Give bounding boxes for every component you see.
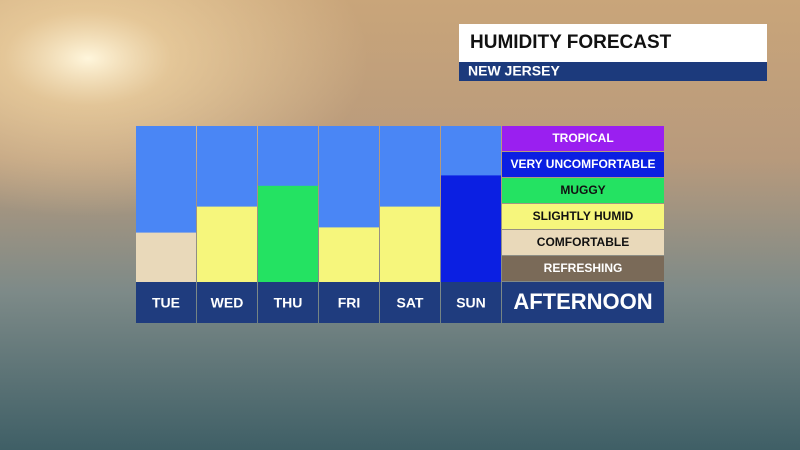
x-tick-label: TUE xyxy=(152,295,180,311)
legend-swatch xyxy=(502,204,664,229)
legend-label: TROPICAL xyxy=(552,131,613,145)
bar xyxy=(197,206,257,282)
subtitle-box xyxy=(459,62,767,81)
legend-swatch xyxy=(502,230,664,255)
period-label: AFTERNOON xyxy=(513,289,652,314)
bar xyxy=(380,206,440,282)
x-tick-label: WED xyxy=(211,295,244,311)
day-box xyxy=(197,282,257,323)
bar xyxy=(441,175,501,282)
legend-label: MUGGY xyxy=(560,183,605,197)
day-box xyxy=(258,282,318,323)
day-box xyxy=(319,282,379,323)
chart-title: HUMIDITY FORECAST xyxy=(470,32,672,53)
legend-swatch xyxy=(502,152,664,177)
period-box xyxy=(502,282,664,323)
title-box xyxy=(459,24,767,62)
legend-swatch xyxy=(502,256,664,281)
legend-swatch xyxy=(502,178,664,203)
x-tick-label: THU xyxy=(274,295,303,311)
x-tick-label: SUN xyxy=(456,295,486,311)
legend-label: VERY UNCOMFORTABLE xyxy=(510,157,655,171)
legend-label: REFRESHING xyxy=(544,261,623,275)
x-tick-label: FRI xyxy=(338,295,361,311)
bar xyxy=(136,232,196,282)
day-box xyxy=(380,282,440,323)
legend-swatch xyxy=(502,126,664,151)
bar xyxy=(319,227,379,282)
bar xyxy=(258,185,318,282)
day-box xyxy=(441,282,501,323)
legend-label: SLIGHTLY HUMID xyxy=(533,209,634,223)
chart-subtitle: NEW JERSEY xyxy=(468,63,560,79)
day-box xyxy=(136,282,196,323)
legend-label: COMFORTABLE xyxy=(537,235,629,249)
x-tick-label: SAT xyxy=(397,295,424,311)
